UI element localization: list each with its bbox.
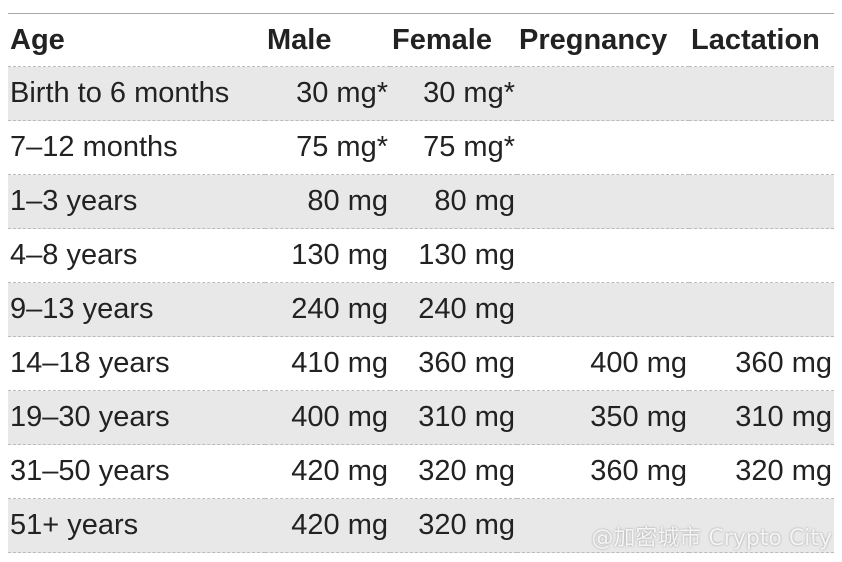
- table-cell: 30 mg*: [265, 66, 390, 121]
- table-cell: 400 mg: [517, 336, 689, 391]
- table-cell: 14–18 years: [8, 336, 265, 391]
- table-cell: 360 mg: [517, 444, 689, 499]
- table-cell: 310 mg: [689, 390, 834, 445]
- table-cell: 19–30 years: [8, 390, 265, 445]
- header-row: Age Male Female Pregnancy Lactation: [8, 14, 834, 67]
- watermark: @加密城市 Crypto City: [591, 526, 832, 551]
- empty-cell: [689, 120, 834, 175]
- table-cell: 420 mg: [265, 444, 390, 499]
- table-cell: 320 mg: [390, 444, 517, 499]
- empty-cell: [517, 282, 689, 337]
- header-cell: Lactation: [691, 23, 820, 56]
- header-cell: Male: [267, 23, 332, 56]
- table-row: 4–8 years 130 mg 130 mg: [8, 228, 834, 283]
- table-cell: 410 mg: [265, 336, 390, 391]
- table-row: 9–13 years 240 mg 240 mg: [8, 282, 834, 337]
- table-row: Birth to 6 months 30 mg* 30 mg*: [8, 66, 834, 121]
- table-cell: 350 mg: [517, 390, 689, 445]
- table-body: Birth to 6 months 30 mg* 30 mg* 7–12 months…: [8, 66, 834, 553]
- empty-cell: [517, 174, 689, 229]
- empty-cell: [517, 498, 689, 553]
- table-row: 19–30 years 400 mg 310 mg 350 mg 310 mg: [8, 390, 834, 445]
- header-cell: Age: [10, 23, 65, 56]
- table-row: 7–12 months 75 mg* 75 mg*: [8, 120, 834, 175]
- empty-cell: [689, 282, 834, 337]
- header-cell: Pregnancy: [519, 23, 668, 56]
- table-cell: 75 mg*: [265, 120, 390, 175]
- table-cell: 130 mg: [390, 228, 517, 283]
- table-cell: 320 mg: [390, 498, 517, 553]
- empty-cell: [517, 66, 689, 121]
- table-cell: 30 mg*: [390, 66, 517, 121]
- table-row: 51+ years 420 mg 320 mg: [8, 498, 834, 553]
- table-cell: 80 mg: [390, 174, 517, 229]
- empty-cell: [689, 498, 834, 553]
- table-cell: 320 mg: [689, 444, 834, 499]
- table-cell: 360 mg: [689, 336, 834, 391]
- table-cell: 51+ years: [8, 498, 265, 553]
- nutrient-table: Age Male Female Pregnancy Lactation Birth to…: [8, 14, 834, 553]
- table-cell: 420 mg: [265, 498, 390, 553]
- empty-cell: [689, 228, 834, 283]
- top-rule: [8, 13, 834, 14]
- table-cell: 310 mg: [390, 390, 517, 445]
- header-cell: Female: [392, 23, 492, 56]
- table-cell: 360 mg: [390, 336, 517, 391]
- table-row: 14–18 years 410 mg 360 mg 400 mg 360 mg: [8, 336, 834, 391]
- empty-cell: [689, 66, 834, 121]
- table-cell: 80 mg: [265, 174, 390, 229]
- empty-cell: [689, 174, 834, 229]
- empty-cell: [517, 228, 689, 283]
- table-row: 31–50 years 420 mg 320 mg 360 mg 320 mg: [8, 444, 834, 499]
- table-cell: 240 mg: [265, 282, 390, 337]
- table-cell: 240 mg: [390, 282, 517, 337]
- table-cell: 4–8 years: [8, 228, 265, 283]
- table-cell: 7–12 months: [8, 120, 265, 175]
- empty-cell: [517, 120, 689, 175]
- table-cell: Birth to 6 months: [8, 66, 265, 121]
- table-cell: 400 mg: [265, 390, 390, 445]
- table-cell: 31–50 years: [8, 444, 265, 499]
- table-cell: 75 mg*: [390, 120, 517, 175]
- table-cell: 9–13 years: [8, 282, 265, 337]
- table-cell: 130 mg: [265, 228, 390, 283]
- table-cell: 1–3 years: [8, 174, 265, 229]
- table-row: 1–3 years 80 mg 80 mg: [8, 174, 834, 229]
